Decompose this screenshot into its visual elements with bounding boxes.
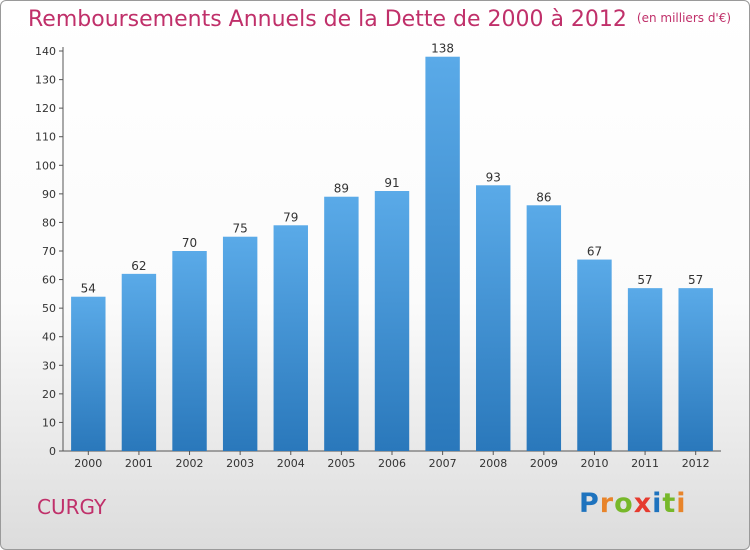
- bar-value-label: 67: [587, 245, 602, 259]
- x-tick-label: 2003: [226, 457, 254, 470]
- x-tick-label: 2009: [530, 457, 558, 470]
- bar-value-label: 89: [334, 182, 349, 196]
- bar-value-label: 62: [131, 259, 146, 273]
- bar: [121, 273, 157, 451]
- y-tick-label: 70: [42, 245, 56, 258]
- x-tick-label: 2008: [479, 457, 507, 470]
- bar-value-label: 57: [637, 273, 652, 287]
- logo-letter: t: [662, 488, 677, 519]
- bar: [324, 196, 359, 451]
- y-tick-label: 100: [35, 159, 56, 172]
- x-tick-label: 2001: [125, 457, 153, 470]
- bar: [627, 288, 663, 451]
- bar-value-label: 138: [431, 42, 454, 56]
- logo-letter: r: [599, 488, 615, 519]
- x-tick-label: 2002: [176, 457, 204, 470]
- bar-value-label: 93: [486, 170, 501, 184]
- x-tick-label: 2006: [378, 457, 406, 470]
- y-tick-label: 120: [35, 102, 56, 115]
- y-tick-label: 40: [42, 331, 56, 344]
- x-tick-label: 2004: [277, 457, 305, 470]
- chart-subtitle: (en milliers d'€): [636, 11, 732, 25]
- proxiti-logo: Proxiti: [579, 488, 687, 519]
- bar-value-label: 54: [81, 282, 96, 296]
- y-tick-label: 140: [35, 45, 56, 58]
- y-tick-label: 80: [42, 216, 56, 229]
- bar-value-label: 57: [688, 273, 703, 287]
- x-tick-label: 2011: [631, 457, 659, 470]
- x-tick-label: 2005: [327, 457, 355, 470]
- y-tick-label: 50: [42, 302, 56, 315]
- bar: [71, 296, 106, 451]
- bar: [425, 56, 460, 451]
- x-tick-label: 2010: [580, 457, 608, 470]
- logo-letter: i: [652, 488, 663, 519]
- bar: [374, 191, 410, 451]
- y-tick-label: 0: [49, 445, 56, 458]
- logo-letter: o: [614, 488, 634, 519]
- x-tick-label: 2000: [74, 457, 102, 470]
- chart-title: Remboursements Annuels de la Dette de 20…: [28, 7, 731, 32]
- y-tick-label: 110: [35, 131, 56, 144]
- bar-value-label: 91: [384, 176, 399, 190]
- y-tick-label: 130: [35, 74, 56, 87]
- logo-letter: x: [633, 488, 653, 519]
- bar: [577, 259, 612, 451]
- chart-title-text: Remboursements Annuels de la Dette de 20…: [28, 7, 627, 32]
- city-name: CURGY: [37, 495, 107, 519]
- bar-value-label: 75: [233, 222, 248, 236]
- bar: [172, 251, 207, 451]
- y-tick-label: 60: [42, 274, 56, 287]
- bar: [222, 236, 258, 451]
- y-tick-label: 90: [42, 188, 56, 201]
- bar-value-label: 86: [536, 190, 551, 204]
- logo-letter: i: [676, 488, 687, 519]
- x-tick-label: 2007: [429, 457, 457, 470]
- bar: [273, 225, 308, 451]
- bar-value-label: 79: [283, 210, 298, 224]
- bar-value-label: 70: [182, 236, 197, 250]
- bar: [678, 288, 713, 451]
- y-tick-label: 10: [42, 416, 56, 429]
- logo-letter: P: [579, 488, 600, 519]
- y-tick-label: 20: [42, 388, 56, 401]
- bar: [476, 185, 511, 452]
- y-tick-label: 30: [42, 359, 56, 372]
- x-tick-label: 2012: [682, 457, 710, 470]
- bar: [526, 205, 562, 451]
